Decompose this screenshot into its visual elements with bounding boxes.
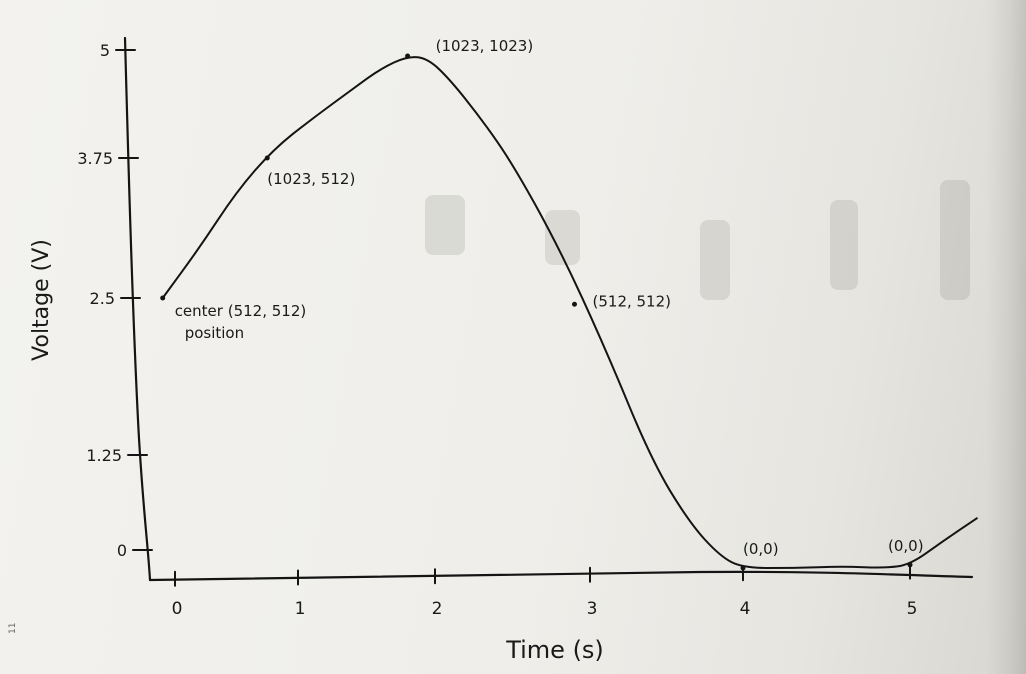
x-axis-line <box>148 570 974 582</box>
point-annotation-line2: position <box>185 324 244 342</box>
x-tick-label: 1 <box>295 599 306 619</box>
margin-mark: 11 <box>8 622 18 634</box>
x-tick-label: 5 <box>907 599 918 619</box>
point-annotation: (0,0) <box>888 537 924 555</box>
x-tick-label: 3 <box>587 599 598 619</box>
point-annotation: center (512, 512) <box>175 302 307 320</box>
y-tick-label: 2.5 <box>90 289 115 308</box>
x-tick-label: 4 <box>740 599 751 619</box>
data-point <box>572 301 577 307</box>
x-ticks: 0 1 2 3 4 5 <box>172 563 918 619</box>
y-ticks: 0 1.25 2.5 3.75 5 <box>77 41 153 560</box>
y-tick-label: 5 <box>100 41 110 60</box>
x-tick-label: 0 <box>172 599 183 619</box>
point-annotation: (1023, 1023) <box>436 37 534 55</box>
y-tick-label: 3.75 <box>77 149 113 168</box>
point-annotation: (0,0) <box>743 540 779 558</box>
point-annotation: (512, 512) <box>593 292 672 310</box>
annotations: center (512, 512) position (1023, 512) (102… <box>175 37 924 558</box>
point-annotation: (1023, 512) <box>267 170 355 188</box>
annotated-points <box>160 53 913 571</box>
data-point <box>740 565 746 571</box>
data-point <box>264 155 270 161</box>
y-tick-label: 0 <box>117 541 127 560</box>
y-axis-line <box>123 36 152 582</box>
page-fold-shadow <box>986 0 1026 674</box>
data-point <box>405 53 411 59</box>
x-tick-label: 2 <box>432 599 443 619</box>
bleed-through <box>425 180 970 300</box>
series-line <box>161 56 978 569</box>
y-tick-label: 1.25 <box>86 446 122 465</box>
data-point <box>907 562 913 568</box>
data-point <box>160 295 166 301</box>
x-axis-label: Time (s) <box>505 636 604 664</box>
y-axis-label: Voltage (V) <box>29 239 54 361</box>
